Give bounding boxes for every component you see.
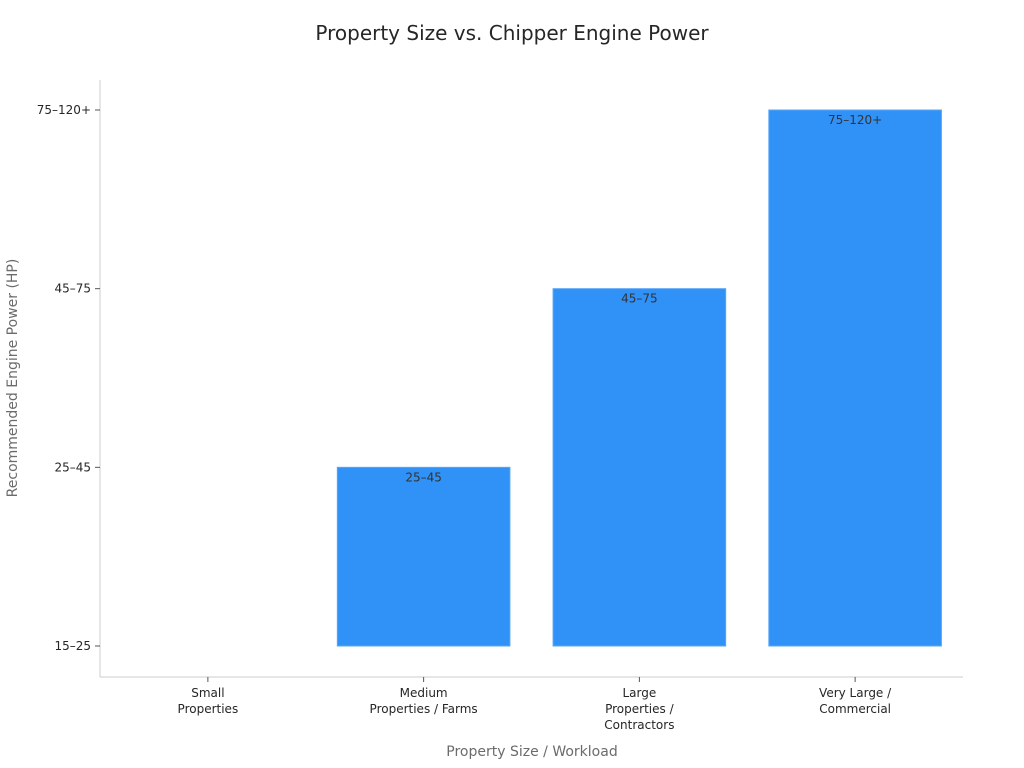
x-tick-label-line: Small: [191, 686, 224, 700]
bar-data-label: 25–45: [405, 470, 442, 484]
data-labels: 25–45 45–75 75–120+: [405, 113, 882, 484]
bars: [336, 109, 942, 647]
chart-title: Property Size vs. Chipper Engine Power: [315, 21, 709, 45]
x-tick-label-line: Properties: [178, 702, 239, 716]
y-tick-label: 25–45: [54, 460, 91, 474]
x-tick-label-line: Properties / Farms: [370, 702, 478, 716]
y-axis-title: Recommended Engine Power (HP): [5, 259, 21, 498]
y-tick-label: 75–120+: [37, 103, 91, 117]
y-tick-label: 45–75: [54, 282, 91, 296]
bar-data-label: 45–75: [621, 292, 658, 306]
bar: [768, 109, 942, 647]
x-tick-label-line: Medium: [400, 686, 448, 700]
x-tick-label: Very Large / Commercial: [819, 686, 892, 716]
x-tick-label-line: Contractors: [604, 718, 674, 732]
x-tick-label-line: Large: [622, 686, 656, 700]
x-tick-label: Medium Properties / Farms: [370, 686, 478, 716]
bar: [336, 466, 511, 647]
x-axis-title: Property Size / Workload: [446, 744, 617, 760]
x-tick-label: Large Properties / Contractors: [604, 686, 674, 732]
bar: [552, 288, 727, 647]
y-tick-label: 15–25: [54, 639, 91, 653]
x-tick-label-line: Very Large /: [819, 686, 892, 700]
x-tick-label-line: Commercial: [819, 702, 891, 716]
bar-data-label: 75–120+: [828, 113, 882, 127]
x-ticks: Small Properties Medium Properties / Farms L…: [178, 677, 892, 732]
x-tick-label: Small Properties: [178, 686, 239, 716]
y-ticks: 15–25 25–45 45–75 75–120+: [37, 103, 100, 653]
x-tick-label-line: Properties /: [605, 702, 674, 716]
